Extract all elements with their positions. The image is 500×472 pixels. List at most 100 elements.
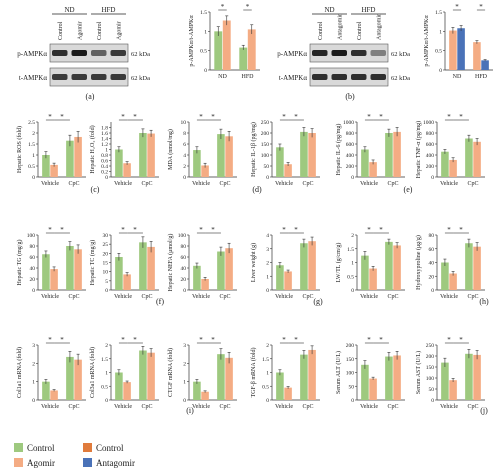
y-tick-label: 4: [183, 153, 186, 159]
y-axis-label: Hepatic TG (mg/g): [16, 240, 23, 286]
y-tick-label: 100: [426, 376, 435, 382]
y-tick-label: 6: [183, 142, 186, 148]
significance-star: *: [133, 113, 137, 121]
chart-i4: 0 0.5 1 1.5 2 TGF-β mRNA (fold) Vehicle CpC * *: [250, 336, 320, 410]
y-tick-label: 0.8: [101, 153, 108, 159]
bar: [473, 246, 481, 290]
bar: [42, 254, 50, 290]
y-tick-label: 15: [103, 261, 109, 267]
chart-g2: 0 0.5 1 1.5 2 LW/TL (g/cm/g) Vehicle CpC * *: [335, 226, 405, 300]
x-tick-label: CpC: [141, 294, 152, 300]
y-tick-label: 40: [429, 261, 435, 267]
legend-swatch-control: [14, 443, 23, 452]
y-tick-label: 0: [431, 175, 434, 181]
y-tick-label: 1.6: [101, 131, 108, 137]
panel-letter-i: (i): [186, 406, 194, 415]
y-tick-label: 1: [32, 380, 35, 386]
blot-row-label: p-AMPKα: [17, 50, 47, 58]
blot-band: [91, 50, 107, 56]
y-tick-label: 50: [429, 387, 435, 393]
y-tick-label: 80: [181, 244, 187, 250]
significance-star: *: [455, 3, 459, 11]
significance-star: *: [121, 113, 125, 121]
y-tick-label: 2: [183, 164, 186, 170]
y-tick-label: 200: [346, 164, 355, 170]
y-tick-label: 0: [105, 288, 108, 294]
chart-c1: 0 0.5 1 1.5 2 2.5 Hepatic ROS (fold) Vehicle CpC…: [16, 113, 86, 187]
y-tick-label: 250: [261, 120, 270, 126]
y-tick-label: 100: [261, 153, 270, 159]
chart-i1: 0 1 2 3 Col1a1 mRNA (fold) Vehicle CpC * *: [16, 336, 86, 410]
bar: [284, 387, 292, 400]
significance-star: *: [379, 336, 383, 344]
blot-lane-label: Antagomir: [376, 14, 382, 40]
significance-star: *: [294, 226, 298, 234]
x-tick-label: HFD: [475, 74, 488, 80]
bar: [473, 141, 481, 177]
y-tick-label: 2: [105, 343, 108, 349]
y-tick-label: 1.8: [101, 126, 108, 132]
blot-row-label: t-AMPKα: [19, 74, 48, 82]
y-tick-label: 20: [429, 274, 435, 280]
bar: [449, 30, 457, 71]
panel-letter-a: (a): [86, 92, 95, 101]
y-tick-label: 0: [266, 175, 269, 181]
significance-star: *: [211, 226, 215, 234]
significance-star: *: [211, 113, 215, 121]
y-tick-label: 0: [32, 175, 35, 181]
bar: [222, 20, 231, 70]
y-tick-label: 0: [439, 68, 442, 74]
blot-row-label: t-AMPKα: [279, 74, 308, 82]
x-tick-label: Vehicle: [275, 404, 293, 410]
y-tick-label: 1: [105, 148, 108, 154]
significance-star: *: [447, 336, 451, 344]
chart-a: 0 0.5 1 1.5 p-AMPKα/t-AMPKα ND HFD * *: [189, 3, 260, 80]
legend-swatch-antagomir: [83, 458, 92, 467]
panel-letter-f: (f): [156, 297, 164, 306]
x-tick-label: ND: [218, 74, 227, 80]
y-tick-label: 1000: [423, 120, 434, 126]
y-tick-label: 100: [178, 233, 187, 239]
y-tick-label: 50: [264, 164, 270, 170]
blot-band: [71, 74, 87, 80]
y-axis-label: Col3a1 mRNA (fold): [89, 347, 96, 398]
bar: [361, 255, 369, 290]
bar: [449, 380, 457, 400]
panel-letter-h: (h): [479, 297, 489, 306]
legend-label-control-2: Control: [96, 443, 124, 453]
significance-star: *: [479, 3, 483, 11]
x-tick-label: Vehicle: [41, 404, 59, 410]
y-axis-label: Hepatic NEFA (μmol/g): [167, 234, 174, 292]
significance-star: *: [282, 336, 286, 344]
y-tick-label: 0: [105, 398, 108, 404]
bar: [214, 31, 223, 70]
significance-star: *: [379, 113, 383, 121]
y-tick-label: 1: [32, 153, 35, 159]
x-tick-label: CpC: [219, 404, 230, 410]
y-tick-label: 0: [266, 288, 269, 294]
x-tick-label: Vehicle: [192, 181, 210, 187]
bar: [441, 362, 449, 400]
y-axis-label: p-AMPKα/t-AMPKα: [424, 14, 430, 66]
y-tick-label: 600: [426, 142, 435, 148]
y-tick-label: 25: [103, 242, 109, 248]
y-tick-label: 2: [32, 131, 35, 137]
y-tick-label: 2: [266, 261, 269, 267]
x-tick-label: Vehicle: [360, 404, 378, 410]
y-tick-label: 1.4: [101, 137, 108, 143]
y-tick-label: 0: [32, 398, 35, 404]
bar: [139, 133, 147, 177]
chart-i2: 0 0.5 1 1.5 2 Col3a1 mRNA (fold) Vehicle CpC * *: [89, 336, 159, 410]
y-tick-label: 1: [183, 380, 186, 386]
bar: [225, 136, 233, 177]
significance-star: *: [121, 226, 125, 234]
y-tick-label: 20: [103, 251, 109, 257]
significance-star: *: [199, 226, 203, 234]
bar: [441, 151, 449, 177]
y-tick-label: 8: [183, 131, 186, 137]
bar: [465, 243, 473, 290]
y-tick-label: 0: [204, 68, 207, 74]
bar: [147, 246, 155, 290]
y-axis-label: Hepatic H₂O₂ (fold): [89, 125, 96, 173]
